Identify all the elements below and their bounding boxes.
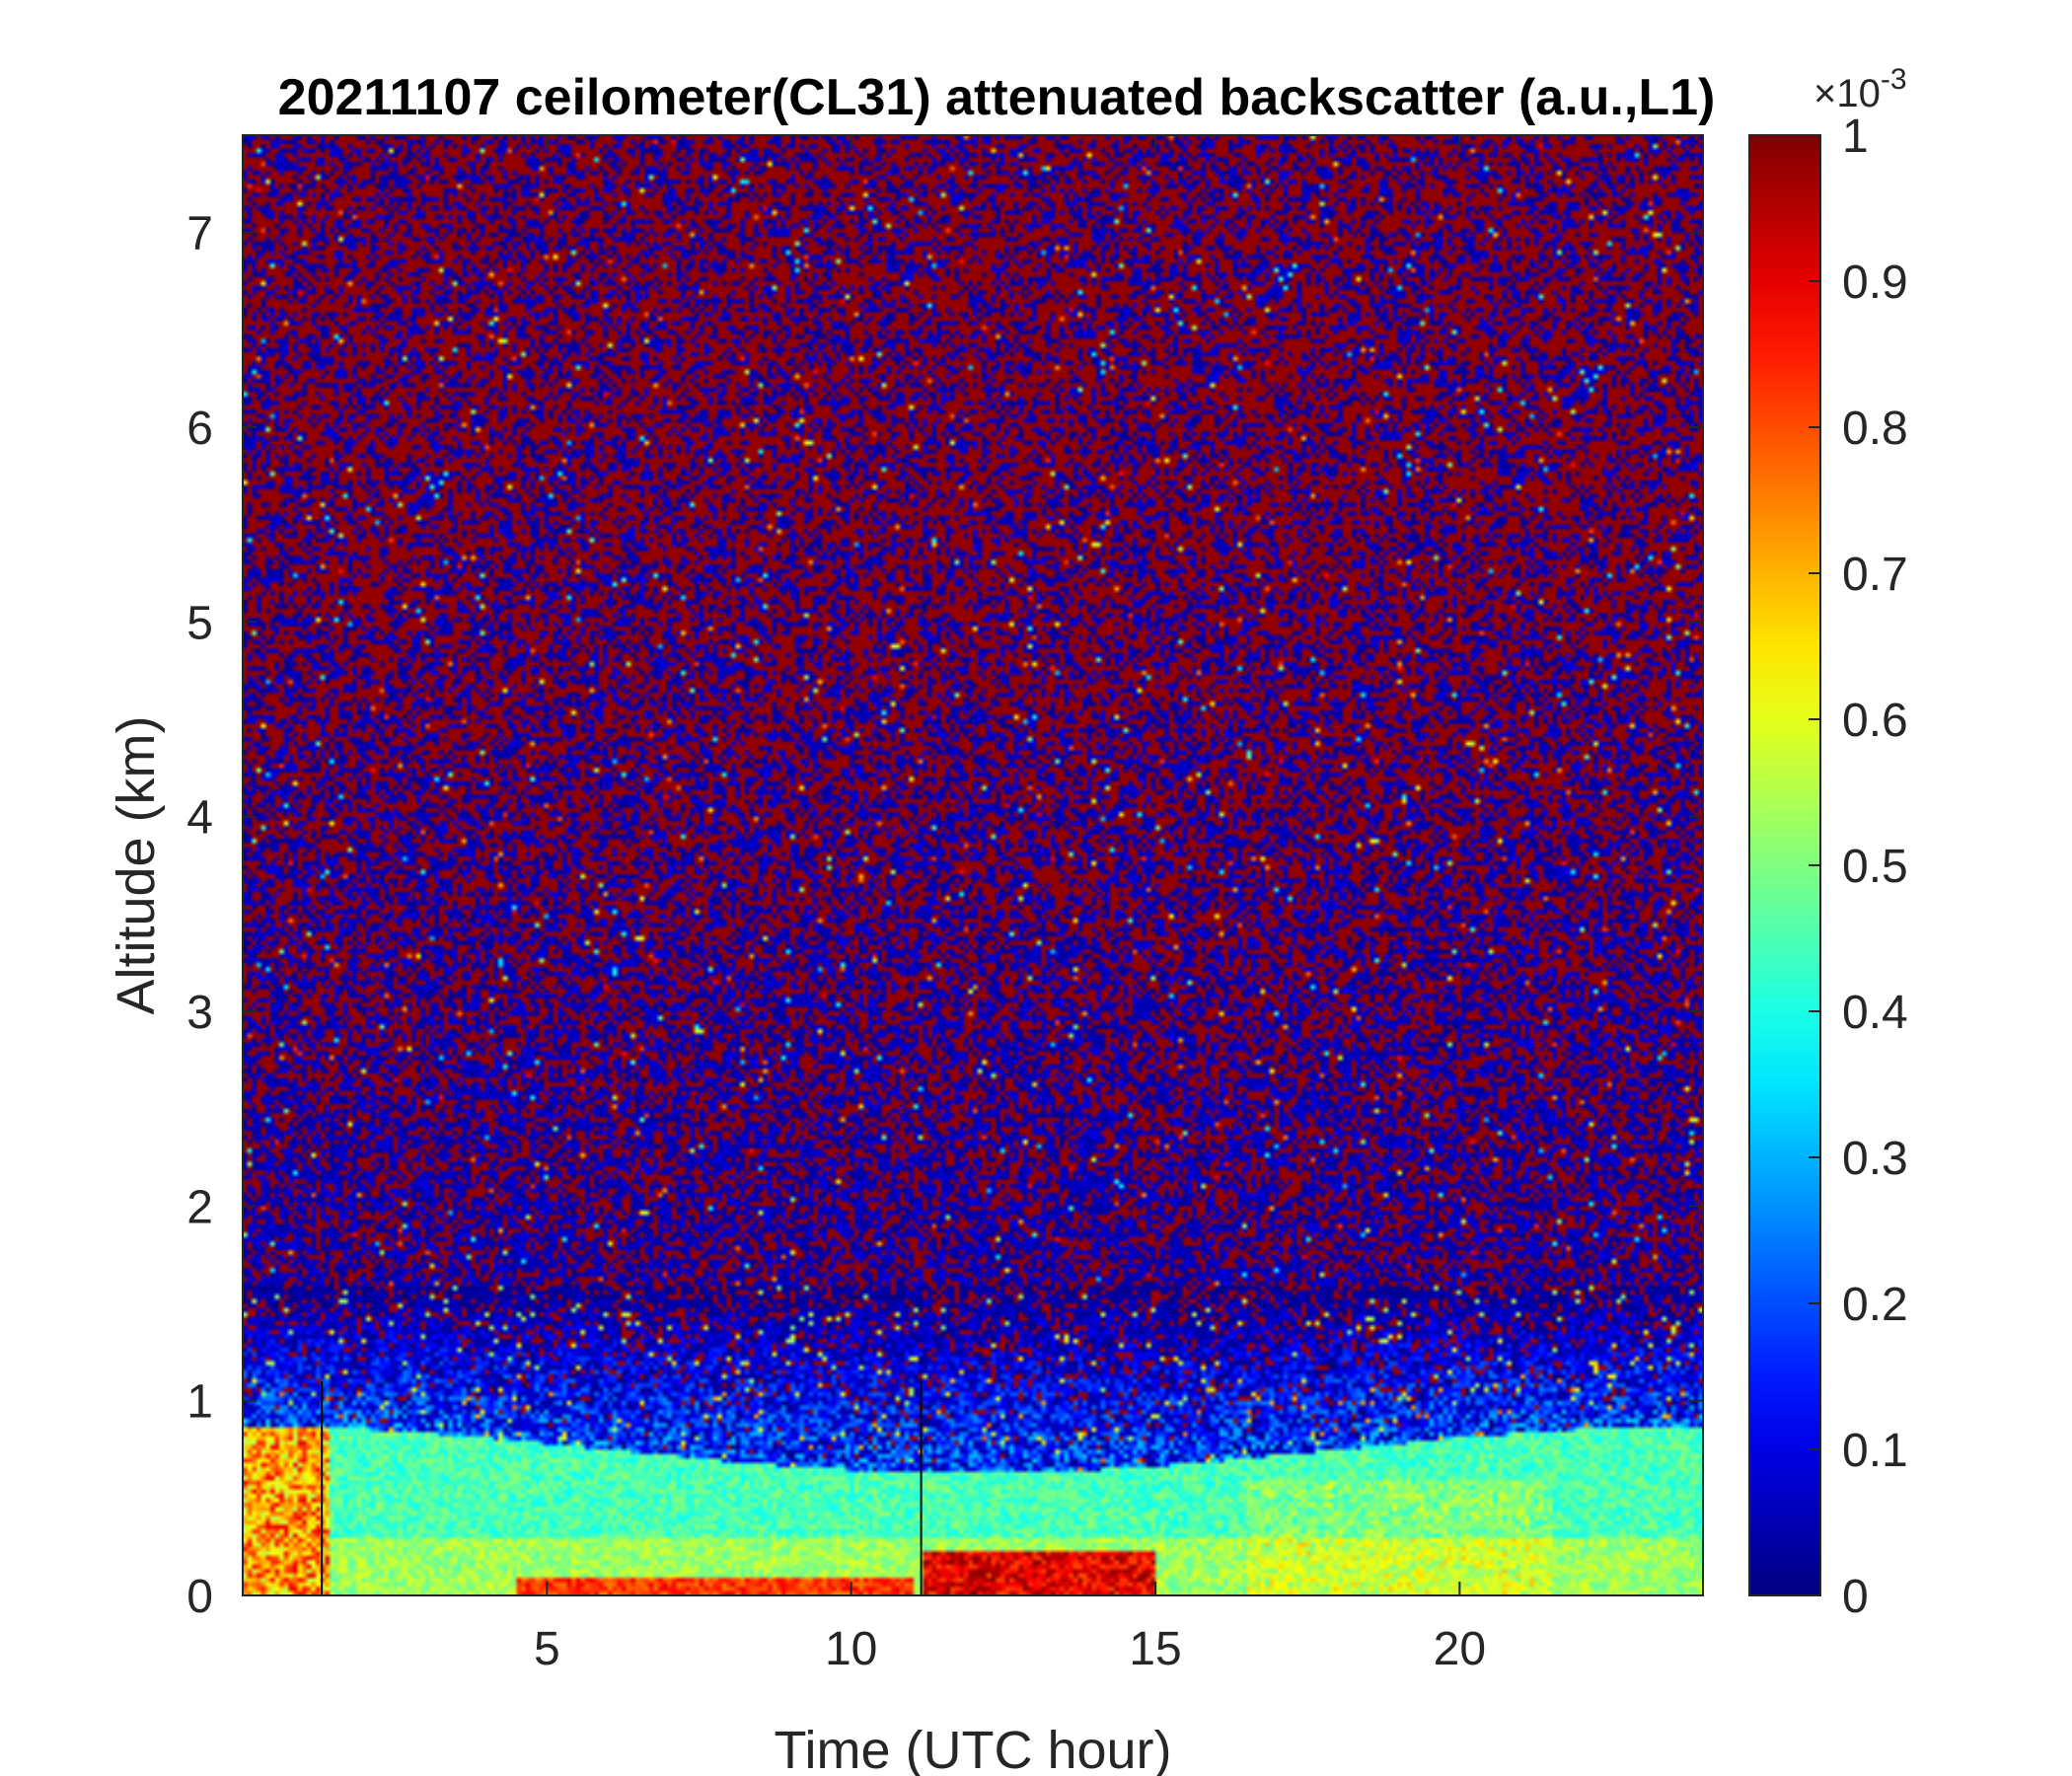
colorbar-tick-label: 0.2 [1842,1279,1908,1331]
x-axis-label: Time (UTC hour) [774,1721,1171,1776]
y-tick-label: 3 [186,987,213,1039]
plot-area [242,134,1704,1596]
colorbar-exponent: ×10-3 [1813,63,1907,115]
y-tick-label: 5 [186,597,213,649]
y-tick-label: 1 [186,1376,213,1429]
y-axis-label: Altitude (km) [107,715,166,1014]
colorbar-tick-label: 0.6 [1842,695,1908,747]
colorbar-tick-label: 1 [1842,111,1869,163]
colorbar-tick-label: 0.8 [1842,403,1908,455]
x-tick-label: 20 [1434,1623,1486,1675]
chart-title: 20211107 ceilometer(CL31) attenuated bac… [278,69,1716,126]
y-tick-label: 0 [186,1571,213,1623]
colorbar-tick-label: 0.3 [1842,1133,1908,1185]
y-tick-label: 2 [186,1181,213,1233]
y-tick-label: 4 [186,792,213,845]
colorbar-tick-label: 0.9 [1842,257,1908,309]
x-axis-ticks: 5 10 15 20 [534,135,1486,1675]
colorbar: 0 0.1 0.2 0.3 0.4 0.5 0.6 0.7 0.8 0.9 1 ×10-3 [1748,63,1908,1623]
colorbar-tick-label: 0 [1842,1571,1869,1623]
overlay-lines [321,1380,923,1595]
y-tick-label: 6 [186,403,213,455]
colorbar-tick-label: 0.1 [1842,1425,1908,1477]
backscatter-heatmap [243,135,1703,1595]
plot-frame [242,134,1704,1596]
colorbar-tick-label: 0.7 [1842,549,1908,601]
colorbar-ticks: 0 0.1 0.2 0.3 0.4 0.5 0.6 0.7 0.8 0.9 1 [1809,111,1908,1623]
x-tick-label: 5 [534,1623,560,1675]
x-tick-label: 10 [825,1623,877,1675]
y-axis-ticks: 0 1 2 3 4 5 6 7 [186,208,1703,1623]
colorbar-tick-label: 0.4 [1842,987,1908,1039]
colorbar-tick-label: 0.5 [1842,841,1908,893]
y-tick-label: 7 [186,208,213,260]
x-tick-label: 15 [1129,1623,1181,1675]
